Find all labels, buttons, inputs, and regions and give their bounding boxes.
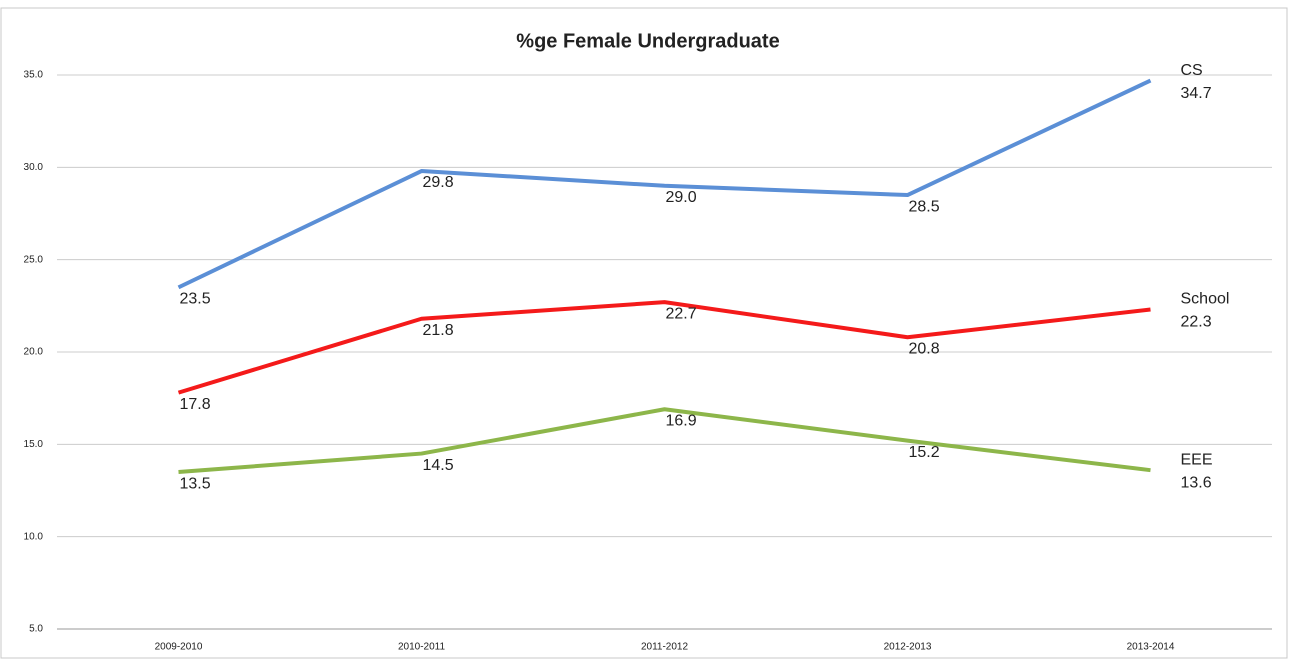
series-label: CS — [1181, 62, 1203, 79]
data-label: 13.5 — [180, 475, 211, 492]
x-tick-label: 2013-2014 — [1127, 642, 1175, 653]
data-label: 15.2 — [909, 444, 940, 461]
data-label: 22.7 — [666, 305, 697, 322]
data-label: 34.7 — [1181, 85, 1212, 102]
data-label: 23.5 — [180, 291, 211, 308]
x-tick-label: 2010-2011 — [398, 642, 446, 653]
data-label: 20.8 — [909, 340, 940, 357]
data-label: 14.5 — [423, 457, 454, 474]
y-tick-label: 35.0 — [24, 70, 44, 81]
data-label: 28.5 — [909, 198, 940, 215]
series-line — [177, 78, 1152, 290]
data-label: 21.8 — [423, 322, 454, 339]
series-line — [177, 300, 1151, 395]
data-label: 29.8 — [423, 174, 454, 191]
series-line — [178, 407, 1151, 475]
series-label: School — [1181, 291, 1230, 308]
y-tick-label: 30.0 — [24, 162, 44, 173]
y-tick-label: 5.0 — [29, 624, 43, 635]
x-tick-label: 2009-2010 — [155, 642, 203, 653]
x-tick-label: 2011-2012 — [641, 642, 689, 653]
y-tick-label: 10.0 — [24, 531, 44, 542]
series-label: EEE — [1181, 451, 1213, 468]
x-tick-label: 2012-2013 — [884, 642, 932, 653]
y-tick-label: 15.0 — [24, 439, 44, 450]
data-label: 17.8 — [180, 396, 211, 413]
y-tick-label: 25.0 — [24, 254, 44, 265]
chart-title: %ge Female Undergraduate — [516, 30, 779, 52]
data-label: 16.9 — [666, 412, 697, 429]
data-label: 29.0 — [666, 189, 697, 206]
data-label: 22.3 — [1181, 314, 1212, 331]
data-label: 13.6 — [1181, 474, 1212, 491]
y-tick-label: 20.0 — [24, 347, 44, 358]
